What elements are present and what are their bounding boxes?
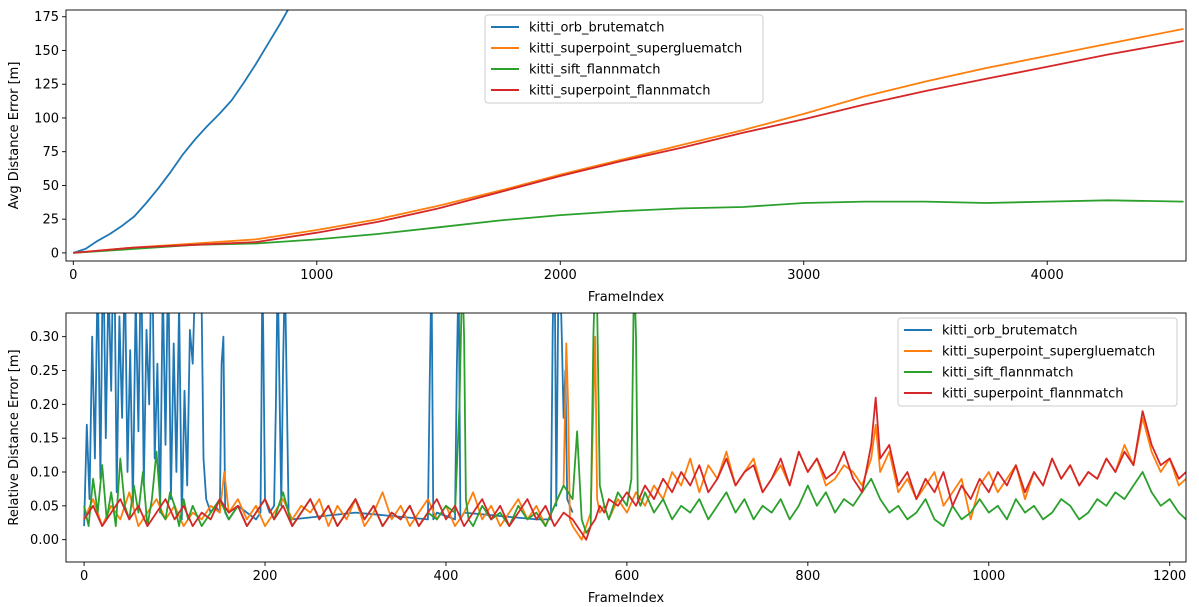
legend-label: kitti_superpoint_flannmatch — [942, 387, 1123, 402]
series-line-kitti-orb-brutematch — [73, 10, 289, 254]
y-tick-label: 125 — [34, 78, 59, 93]
x-tick-label: 800 — [795, 569, 820, 584]
legend-label: kitti_sift_flannmatch — [942, 366, 1074, 381]
x-tick-label: 4000 — [1031, 268, 1064, 283]
y-tick-label: 0 — [51, 246, 59, 261]
y-tick-label: 75 — [42, 145, 59, 160]
legend-label: kitti_orb_brutematch — [942, 324, 1078, 339]
avg-legend: kitti_orb_brutematch kitti_superpoint_sup… — [484, 14, 764, 104]
legend-label: kitti_superpoint_flannmatch — [529, 84, 710, 99]
legend-label: kitti_superpoint_supergluematch — [942, 345, 1155, 360]
legend-label: kitti_orb_brutematch — [529, 21, 665, 36]
relative-plot-frame — [65, 312, 1187, 563]
avg-y-axis-label: Avg Distance Error [m] — [7, 62, 22, 210]
y-tick-label: 25 — [42, 213, 59, 228]
avg-x-axis-label: FrameIndex — [588, 290, 665, 305]
y-tick-label: 0.25 — [30, 364, 59, 379]
relative-legend: kitti_orb_brutematch kitti_superpoint_sup… — [897, 317, 1178, 407]
x-tick-label: 3000 — [787, 268, 820, 283]
y-tick-label: 0.20 — [30, 398, 59, 413]
y-tick-label: 0.30 — [30, 330, 59, 345]
avg-plot-frame — [65, 9, 1187, 262]
relative-series-lines — [83, 313, 1186, 541]
series-line-kitti-superpoint-supergluematch — [73, 28, 1184, 254]
x-tick-label: 200 — [253, 569, 278, 584]
y-tick-label: 150 — [34, 44, 59, 59]
avg-error-panel: 0 1000 2000 3000 4000 0 25 50 75 100 125 150 175 Fram… — [7, 9, 1187, 305]
legend-box — [484, 14, 764, 104]
series-line-kitti-superpoint-flannmatch — [83, 396, 1186, 541]
y-tick-label: 0.05 — [30, 499, 59, 514]
x-tick-label: 1200 — [1153, 569, 1186, 584]
x-tick-label: 0 — [80, 569, 88, 584]
legend-box — [897, 317, 1178, 407]
relative-y-axis-label: Relative Distance Error [m] — [7, 349, 22, 525]
y-tick-label: 100 — [34, 111, 59, 126]
avg-series-lines — [73, 10, 1184, 254]
x-tick-label: 0 — [69, 268, 77, 283]
legend-label: kitti_sift_flannmatch — [529, 63, 661, 78]
x-tick-label: 2000 — [544, 268, 577, 283]
y-tick-label: 175 — [34, 10, 59, 25]
x-tick-label: 400 — [434, 569, 459, 584]
x-tick-label: 600 — [614, 569, 639, 584]
legend-label: kitti_superpoint_supergluematch — [529, 42, 742, 57]
x-tick-label: 1000 — [300, 268, 333, 283]
y-tick-label: 50 — [42, 179, 59, 194]
y-tick-label: 0.15 — [30, 432, 59, 447]
y-tick-label: 0.10 — [30, 466, 59, 481]
series-line-kitti-sift-flannmatch — [73, 199, 1184, 254]
relative-x-axis-label: FrameIndex — [588, 591, 665, 606]
y-tick-label: 0.00 — [30, 533, 59, 548]
relative-error-panel: 0 200 400 600 800 1000 1200 0.00 0.05 0.10 0.15 0.2… — [7, 312, 1187, 606]
series-line-kitti-superpoint-flannmatch — [73, 40, 1184, 254]
series-line-kitti-orb-brutematch — [83, 313, 574, 527]
x-tick-label: 1000 — [972, 569, 1005, 584]
